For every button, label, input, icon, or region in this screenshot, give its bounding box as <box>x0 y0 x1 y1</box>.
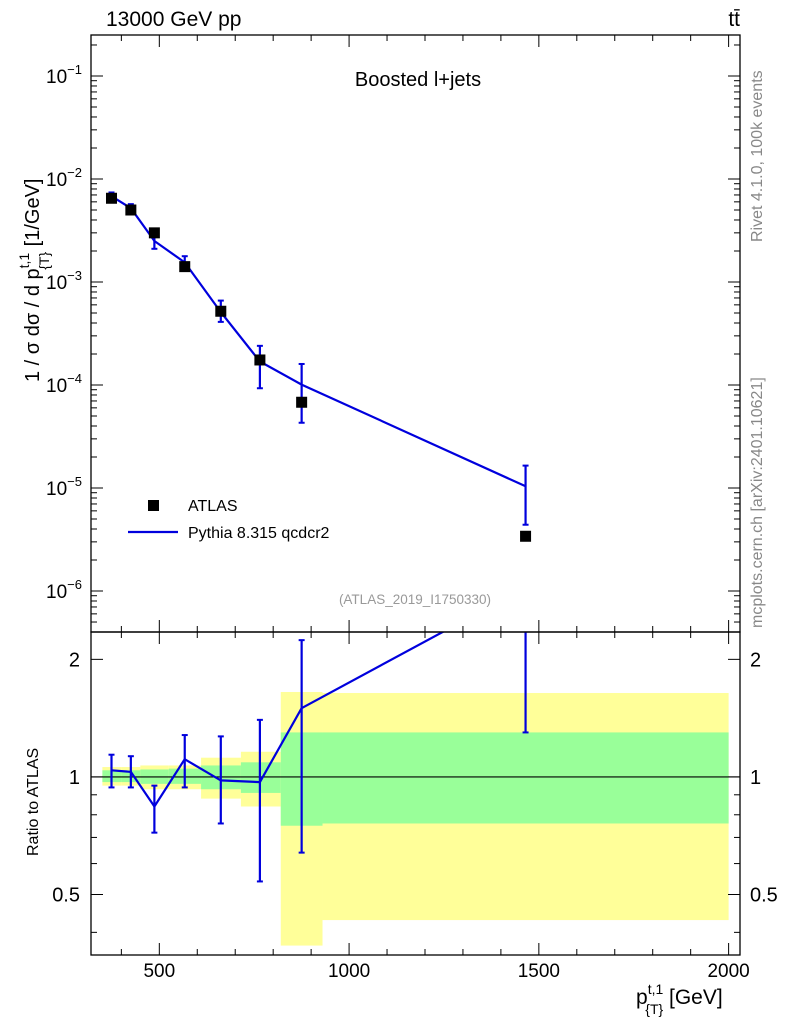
atlas-data-point <box>520 530 532 542</box>
ratio-y-tick-label: 1 <box>69 767 80 789</box>
ratio-green-band <box>322 732 729 824</box>
ratio-panel: 0.5 0.5 1 1 2 2 500 1000 1500 2000 Ratio to ATLA… <box>25 631 778 1017</box>
ratio-y-tick-label: 2 <box>69 649 80 671</box>
analysis-label: (ATLAS_2019_I1750330) <box>339 592 491 607</box>
y-tick-label: 10−5 <box>46 474 82 500</box>
x-tick-label: 500 <box>143 961 175 982</box>
legend-atlas-label: ATLAS <box>188 498 238 515</box>
ratio-y-tick-labels: 0.5 0.5 1 1 2 2 <box>52 649 778 906</box>
atlas-data-point <box>148 227 160 239</box>
x-tick-label: 2000 <box>707 961 749 982</box>
ratio-y-tick-label-right: 2 <box>750 649 761 671</box>
main-panel: 10−610−510−410−310−210−1 Boosted l+jets … <box>16 34 741 633</box>
main-panel-frame <box>90 34 741 633</box>
atlas-data-point <box>125 204 137 216</box>
ratio-panel-ticks <box>91 632 740 955</box>
ratio-mc-line <box>111 632 445 809</box>
mc-line <box>110 195 527 488</box>
atlas-data-point <box>105 192 117 204</box>
y-tick-label: 10−4 <box>46 371 82 397</box>
svg-text:pt,1{T} [GeV]: pt,1 {T} [GeV] <box>636 981 723 1017</box>
atlas-data-points <box>105 192 532 542</box>
main-panel-ticks <box>91 35 740 633</box>
ratio-mc-error-bars <box>108 632 529 883</box>
atlas-data-point <box>254 354 266 366</box>
ratio-y-tick-label-right: 1 <box>750 767 761 789</box>
ratio-y-axis-label: Ratio to ATLAS <box>25 748 42 856</box>
ratio-y-tick-label-right: 0.5 <box>750 885 778 907</box>
ratio-uncertainty-bands <box>102 691 729 946</box>
x-tick-label: 1000 <box>328 961 370 982</box>
y-tick-label: 10−6 <box>46 577 82 603</box>
header-process: tt̄ <box>728 8 740 31</box>
main-y-tick-labels: 10−6 10−5 10−4 10−3 10−2 10−1 <box>46 62 82 603</box>
legend-mc-label: Pythia 8.315 qcdcr2 <box>188 525 330 542</box>
legend-atlas-marker <box>148 500 159 511</box>
atlas-data-point <box>296 396 308 408</box>
rivet-version-label: Rivet 4.1.0, 100k events <box>749 70 766 242</box>
legend: ATLAS Pythia 8.315 qcdcr2 <box>128 498 330 542</box>
ratio-y-tick-label: 0.5 <box>52 885 80 907</box>
x-tick-label: 1500 <box>518 961 560 982</box>
mc-error-bars <box>108 191 529 526</box>
atlas-data-point <box>215 305 227 317</box>
x-tick-labels: 500 1000 1500 2000 <box>143 961 749 982</box>
atlas-data-point <box>179 261 191 273</box>
ratio-panel-frame <box>90 631 741 956</box>
plot-title: Boosted l+jets <box>355 69 481 91</box>
y-tick-label: 10−2 <box>46 165 82 191</box>
y-tick-label: 10−1 <box>46 62 82 88</box>
mcplots-label: mcplots.cern.ch [arXiv:2401.10621] <box>749 377 766 628</box>
x-axis-label: pt,1 {T} [GeV] <box>636 981 723 1017</box>
header-energy: 13000 GeV pp <box>106 8 241 31</box>
y-tick-label: 10−3 <box>46 268 82 294</box>
